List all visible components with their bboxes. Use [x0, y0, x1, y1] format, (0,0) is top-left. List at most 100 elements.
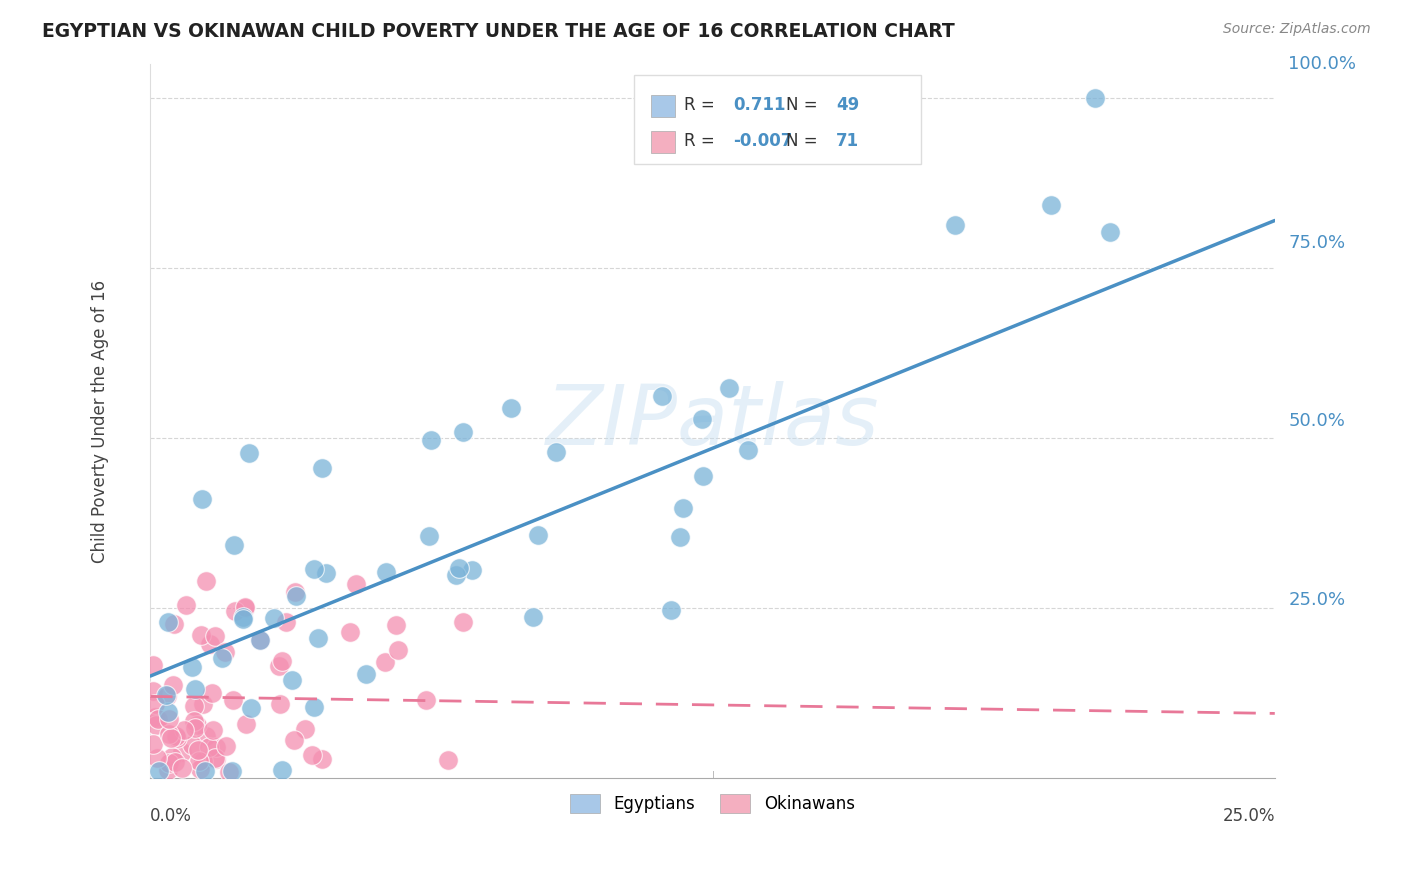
Point	[191, 492, 214, 507]
Point	[190, 628, 212, 642]
Text: 49: 49	[837, 96, 859, 114]
Point	[166, 731, 188, 745]
Point	[249, 632, 271, 647]
Point	[204, 752, 226, 766]
Point	[499, 401, 522, 415]
Point	[232, 609, 254, 624]
Point	[160, 750, 183, 764]
Text: -0.007: -0.007	[733, 132, 792, 151]
Point	[235, 601, 257, 615]
Point	[943, 219, 966, 233]
Point	[307, 631, 329, 645]
Point	[249, 633, 271, 648]
Point	[294, 723, 316, 737]
Text: R =: R =	[685, 132, 716, 151]
Point	[240, 701, 263, 715]
Point	[155, 688, 177, 702]
Point	[165, 755, 187, 769]
Point	[142, 737, 165, 751]
Point	[274, 615, 297, 630]
Point	[165, 729, 187, 743]
Text: 0.711: 0.711	[733, 96, 786, 114]
Point	[221, 764, 243, 779]
Point	[692, 469, 714, 483]
Point	[188, 754, 211, 768]
Point	[354, 667, 377, 681]
Point	[157, 615, 180, 630]
Point	[211, 651, 233, 665]
Point	[269, 698, 291, 712]
Text: 0.0%: 0.0%	[150, 806, 193, 824]
Point	[183, 714, 205, 728]
Point	[142, 657, 165, 672]
Point	[204, 751, 226, 765]
Point	[157, 727, 180, 741]
Point	[415, 693, 437, 707]
Point	[1040, 198, 1063, 212]
Point	[172, 761, 194, 775]
Point	[193, 697, 215, 711]
Point	[222, 692, 245, 706]
Point	[157, 764, 180, 778]
Point	[142, 684, 165, 698]
Text: N =: N =	[786, 96, 817, 114]
Point	[304, 700, 326, 714]
Point	[311, 751, 333, 765]
Point	[194, 764, 217, 778]
Point	[162, 678, 184, 692]
Point	[238, 445, 260, 459]
Text: EGYPTIAN VS OKINAWAN CHILD POVERTY UNDER THE AGE OF 16 CORRELATION CHART: EGYPTIAN VS OKINAWAN CHILD POVERTY UNDER…	[42, 22, 955, 41]
Point	[201, 723, 224, 737]
Point	[148, 764, 170, 779]
Point	[451, 615, 474, 630]
Point	[146, 712, 169, 726]
Point	[283, 733, 305, 747]
Point	[304, 561, 326, 575]
Point	[284, 590, 307, 604]
Point	[270, 655, 292, 669]
Point	[201, 686, 224, 700]
Point	[280, 673, 302, 688]
Point	[269, 659, 291, 673]
Point	[194, 574, 217, 589]
Point	[197, 739, 219, 754]
Point	[301, 747, 323, 762]
Point	[173, 723, 195, 737]
Point	[668, 530, 690, 544]
FancyBboxPatch shape	[651, 95, 675, 117]
Point	[690, 411, 713, 425]
Point	[315, 566, 337, 581]
Point	[205, 740, 228, 755]
Point	[184, 721, 207, 735]
Point	[215, 739, 238, 753]
Point	[263, 610, 285, 624]
Point	[145, 717, 167, 731]
Point	[232, 612, 254, 626]
Point	[546, 444, 568, 458]
Text: 50.0%: 50.0%	[1288, 412, 1346, 430]
Legend: Egyptians, Okinawans: Egyptians, Okinawans	[564, 787, 862, 820]
Point	[193, 754, 215, 768]
Point	[163, 617, 186, 632]
Point	[451, 425, 474, 439]
Point	[659, 603, 682, 617]
Point	[224, 538, 246, 552]
Point	[198, 637, 221, 651]
Point	[184, 682, 207, 697]
Point	[419, 433, 441, 447]
Text: R =: R =	[685, 96, 716, 114]
Text: 71: 71	[837, 132, 859, 151]
Text: 25.0%: 25.0%	[1222, 806, 1275, 824]
Point	[344, 577, 367, 591]
Text: 25.0%: 25.0%	[1288, 591, 1346, 608]
Point	[460, 563, 482, 577]
Point	[188, 763, 211, 777]
Point	[157, 756, 180, 770]
Point	[181, 738, 204, 752]
Point	[214, 645, 236, 659]
Point	[385, 617, 408, 632]
Point	[387, 643, 409, 657]
Point	[157, 712, 180, 726]
Point	[526, 528, 548, 542]
Point	[449, 561, 471, 575]
